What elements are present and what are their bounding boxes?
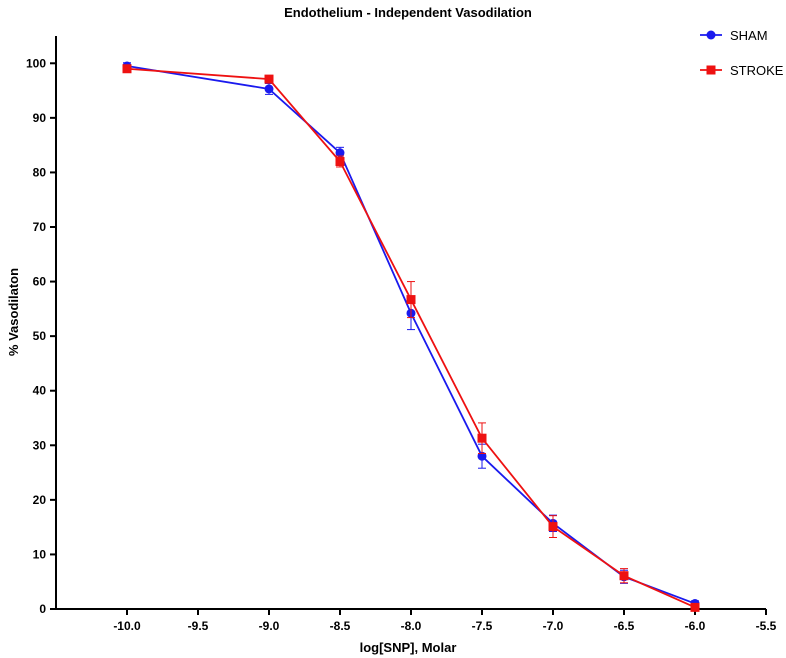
plot-axes: 0 10 20 30 40 50 60 70 80 90 100 -10.0 -9.5 -9.0 -8.5 -… [26,36,777,633]
data-point [477,433,487,443]
y-tick-label: 90 [33,111,47,125]
x-tick-label: -9.0 [259,619,280,633]
y-tick-label: 70 [33,220,47,234]
data-point [406,295,416,305]
data-point [264,74,274,84]
series-line [126,65,696,605]
x-tick-label: -6.5 [614,619,635,633]
x-tick-label: -7.0 [543,619,564,633]
legend-marker [706,30,716,40]
legend-marker [706,65,716,75]
legend-label: STROKE [730,63,784,78]
x-tick-label: -8.5 [330,619,351,633]
data-point [335,148,345,158]
chart-title: Endothelium - Independent Vasodilation [284,5,532,20]
x-tick-label: -10.0 [113,619,141,633]
y-tick-label: 10 [33,547,47,561]
data-point [264,84,274,94]
data-point [548,522,558,532]
x-tick-label: -5.5 [756,619,777,633]
data-point [335,157,345,167]
legend-item-sham: SHAM [700,28,768,43]
x-tick-label: -9.5 [188,619,209,633]
y-tick-label: 100 [26,56,46,70]
x-tick-label: -7.5 [472,619,493,633]
y-tick-label: 40 [33,384,47,398]
series-line [126,67,696,609]
y-tick-label: 30 [33,438,47,452]
legend-label: SHAM [730,28,768,43]
series-sham [122,61,700,609]
data-point [122,64,132,74]
data-point [690,602,700,612]
x-axis-title: log[SNP], Molar [360,640,457,655]
data-point [619,571,629,581]
y-tick-label: 0 [39,602,46,616]
y-tick-label: 80 [33,165,47,179]
y-axis-title: % Vasodilaton [6,268,21,356]
series-layer [122,61,700,612]
legend-item-stroke: STROKE [700,63,784,78]
y-tick-label: 50 [33,329,47,343]
y-tick-label: 20 [33,493,47,507]
x-tick-label: -6.0 [685,619,706,633]
series-stroke [122,64,700,612]
x-tick-label: -8.0 [401,619,422,633]
y-tick-label: 60 [33,275,47,289]
legend: SHAM STROKE [700,28,784,78]
